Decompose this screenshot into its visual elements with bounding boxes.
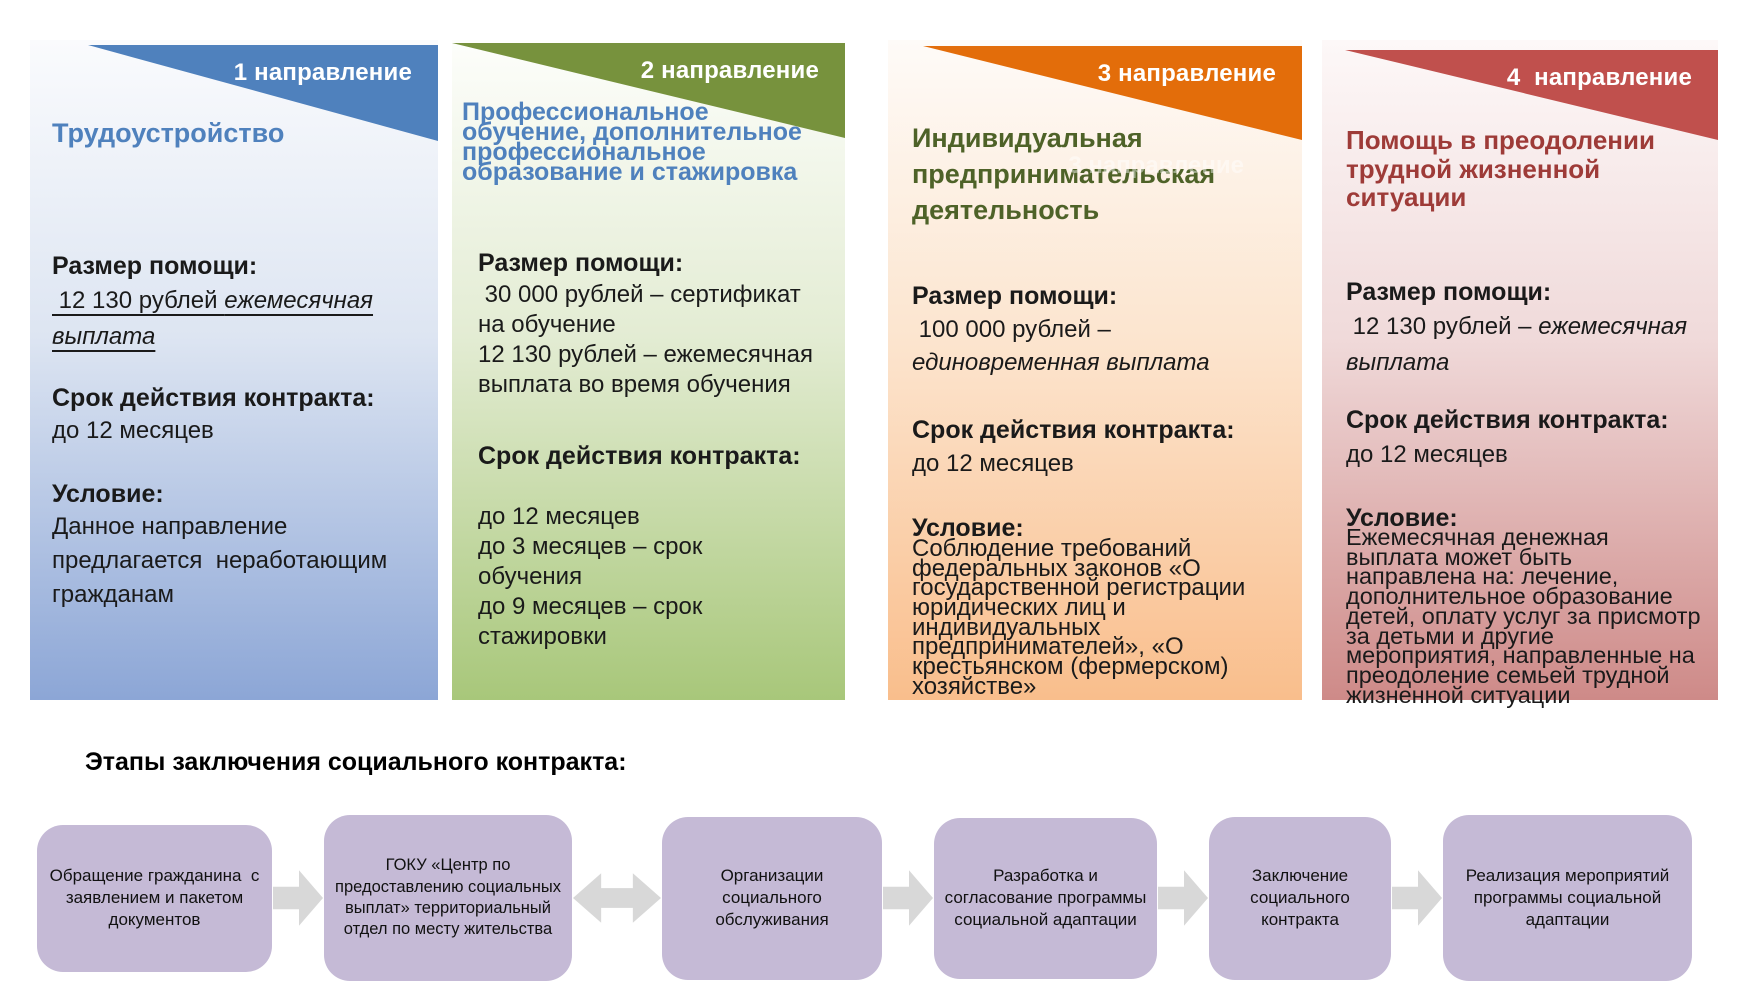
condition-text-3: Соблюдение требований федеральных законо… <box>912 535 1246 700</box>
term-line-3: до 9 месяцев – срок стажировки <box>478 593 703 650</box>
value-text: 100 000 рублей – <box>912 316 1111 343</box>
stages-heading: Этапы заключения социального контракта: <box>85 748 627 776</box>
stage-box-3: Организации социального обслуживания <box>662 816 882 980</box>
direction-card-1: 1 направление Трудоустройство Размер пом… <box>30 40 438 700</box>
value-text: 12 130 рублей <box>52 287 225 314</box>
stage-box-6: Реализация мероприятий программы социаль… <box>1443 815 1692 981</box>
ghost-banner-text: 3 направление <box>1068 152 1244 179</box>
term-lines-2: до 12 месяцев до 3 месяцев – срок обучен… <box>478 502 808 652</box>
arrow-right-icon <box>1392 870 1442 926</box>
value-text-italic: единовременная выплата <box>912 349 1210 377</box>
card-title-3: Индивидуальная предпринимательская деяте… <box>912 123 1216 226</box>
banner-label-4: 4 направление <box>1506 64 1692 91</box>
term-line-1: до 12 месяцев <box>478 503 640 530</box>
term-label-2: Срок действия контракта: <box>478 442 801 470</box>
stage-box-4: Разработка и согласование программы соци… <box>934 817 1157 979</box>
arrow-right-icon <box>273 870 323 926</box>
banner-label-1: 1 направление <box>233 59 412 86</box>
help-size-label-1: Размер помощи: <box>52 252 258 280</box>
help-size-value-4: 12 130 рублей – ежемесячная выплата <box>1346 309 1702 381</box>
underlined-value: 12 130 рублей ежемесячная выплата <box>52 287 373 350</box>
banner-label-2: 2 направление <box>640 57 819 84</box>
arrow-right-icon <box>1158 870 1208 926</box>
card-title-4: Помощь в преодолении трудной жизненной с… <box>1346 125 1655 213</box>
help-size-value-1: 12 130 рублей ежемесячная выплата <box>52 283 397 355</box>
banner-label-3: 3 направление <box>1097 60 1276 87</box>
help-size-label-4: Размер помощи: <box>1346 278 1552 306</box>
stage-box-2: ГОКУ «Центр по предоставлению социальных… <box>324 815 572 981</box>
help-line-2: 12 130 рублей – ежемесячная выплата во в… <box>478 341 813 398</box>
stage-box-1: Обращение гражданина с заявлением и паке… <box>37 824 272 972</box>
condition-label-4: Условие: <box>1346 504 1458 532</box>
card-title-1: Трудоустройство <box>52 118 285 148</box>
term-line-2: до 3 месяцев – срок обучения <box>478 533 703 590</box>
help-size-label-2: Размер помощи: <box>478 249 684 277</box>
card-title-2: Профессиональное обучение, дополнительно… <box>462 98 802 186</box>
direction-card-3: 3 направление 3 направление Индивидуальн… <box>888 40 1302 700</box>
term-text-3: до 12 месяцев <box>912 450 1074 477</box>
help-size-label-3: Размер помощи: <box>912 282 1118 310</box>
term-text-1: до 12 месяцев <box>52 417 214 444</box>
term-label-3: Срок действия контракта: <box>912 416 1235 444</box>
value-text-italic: ежемесячная выплата <box>1346 313 1688 376</box>
term-label-1: Срок действия контракта: <box>52 384 375 412</box>
direction-card-4: 4 направление Помощь в преодолении трудн… <box>1322 40 1718 707</box>
help-line-1: 30 000 рублей – сертификат на обучение <box>478 281 801 338</box>
help-size-value-3: 100 000 рублей – единовременная выплата <box>912 313 1284 379</box>
stage-box-5: Заключение социального контракта <box>1209 816 1391 980</box>
arrow-right-icon <box>883 870 933 926</box>
condition-text-4: Ежемесячная денежная выплата может быть … <box>1346 524 1701 708</box>
help-size-value-2: 30 000 рублей – сертификат на обучение 1… <box>478 280 818 400</box>
term-text-4: до 12 месяцев <box>1346 441 1508 468</box>
condition-label-1: Условие: <box>52 480 164 508</box>
term-label-4: Срок действия контракта: <box>1346 406 1669 434</box>
arrow-double-icon <box>573 873 661 923</box>
value-text-italic: ежемесячная выплата <box>52 287 374 350</box>
value-text: 12 130 рублей – <box>1346 313 1539 340</box>
condition-label-3: Условие: <box>912 514 1024 542</box>
direction-card-2: 2 направление Профессиональное обучение,… <box>452 40 845 700</box>
stages-flowchart: Обращение гражданина с заявлением и паке… <box>37 808 1692 988</box>
condition-text-1: Данное направление предлагается неработа… <box>52 513 388 609</box>
